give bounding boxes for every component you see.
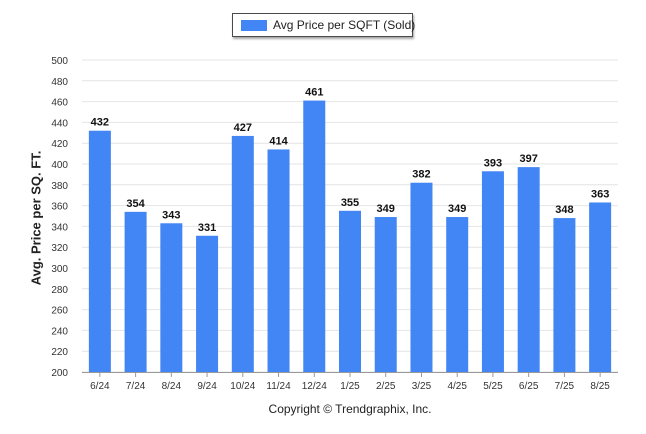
y-tick-label: 400 (51, 160, 68, 171)
y-tick-label: 280 (51, 285, 68, 296)
y-tick-label: 200 (51, 368, 68, 379)
x-tick-label: 1/25 (340, 381, 360, 392)
data-label: 349 (448, 203, 466, 215)
y-tick-label: 300 (51, 264, 68, 275)
bar (339, 210, 361, 372)
bar (589, 202, 612, 372)
x-tick-label: 2/25 (376, 381, 396, 392)
legend-swatch (241, 20, 267, 31)
bar (303, 100, 326, 372)
x-tick-label: 8/24 (162, 381, 182, 392)
bar (267, 149, 290, 372)
copyright-text: Copyright © Trendgraphix, Inc. (268, 402, 432, 416)
x-tick-label: 3/25 (412, 381, 432, 392)
x-tick-label: 7/24 (126, 381, 146, 392)
y-tick-label: 360 (51, 202, 68, 213)
x-tick-label: 8/25 (590, 381, 610, 392)
y-tick-label: 380 (51, 181, 68, 192)
x-tick-label: 12/24 (302, 381, 327, 392)
y-tick-label: 260 (51, 306, 68, 317)
data-label: 355 (341, 197, 359, 209)
data-label: 461 (305, 87, 323, 99)
bar (374, 217, 397, 372)
data-label: 393 (484, 157, 502, 169)
data-label: 354 (126, 198, 145, 210)
x-tick-label: 7/25 (555, 381, 575, 392)
data-label: 343 (162, 209, 180, 221)
bar (553, 218, 576, 372)
data-label: 427 (234, 122, 252, 134)
y-tick-label: 480 (51, 77, 68, 88)
data-label: 363 (591, 188, 609, 200)
y-tick-label: 500 (51, 56, 68, 67)
y-tick-label: 240 (51, 326, 68, 337)
x-tick-label: 11/24 (266, 381, 291, 392)
bar (160, 223, 183, 372)
bar (196, 235, 219, 372)
bar (517, 167, 540, 372)
x-tick-label: 5/25 (483, 381, 503, 392)
bar (481, 171, 504, 372)
data-label: 414 (269, 135, 288, 147)
data-label: 432 (91, 117, 109, 129)
legend-label: Avg Price per SQFT (Sold) (273, 18, 416, 32)
bar (446, 217, 469, 372)
x-tick-label: 4/25 (447, 381, 467, 392)
data-label: 348 (555, 204, 573, 216)
y-tick-label: 440 (51, 118, 68, 129)
bar (231, 135, 254, 372)
y-tick-label: 320 (51, 243, 68, 254)
data-label: 349 (377, 203, 395, 215)
y-tick-label: 420 (51, 139, 68, 150)
x-tick-label: 10/24 (230, 381, 255, 392)
y-tick-label: 340 (51, 222, 68, 233)
x-tick-label: 6/24 (90, 381, 110, 392)
bar (410, 182, 433, 372)
x-tick-label: 6/25 (519, 381, 539, 392)
legend: Avg Price per SQFT (Sold) (232, 13, 416, 37)
data-label: 397 (519, 153, 537, 165)
bar (124, 211, 147, 372)
y-tick-label: 460 (51, 98, 68, 109)
y-axis-title: Avg. Price per SQ. FT. (28, 150, 44, 286)
x-tick-label: 9/24 (197, 381, 217, 392)
data-label: 331 (198, 222, 216, 234)
bar (88, 130, 111, 372)
y-tick-label: 220 (51, 347, 68, 358)
data-label: 382 (412, 169, 430, 181)
